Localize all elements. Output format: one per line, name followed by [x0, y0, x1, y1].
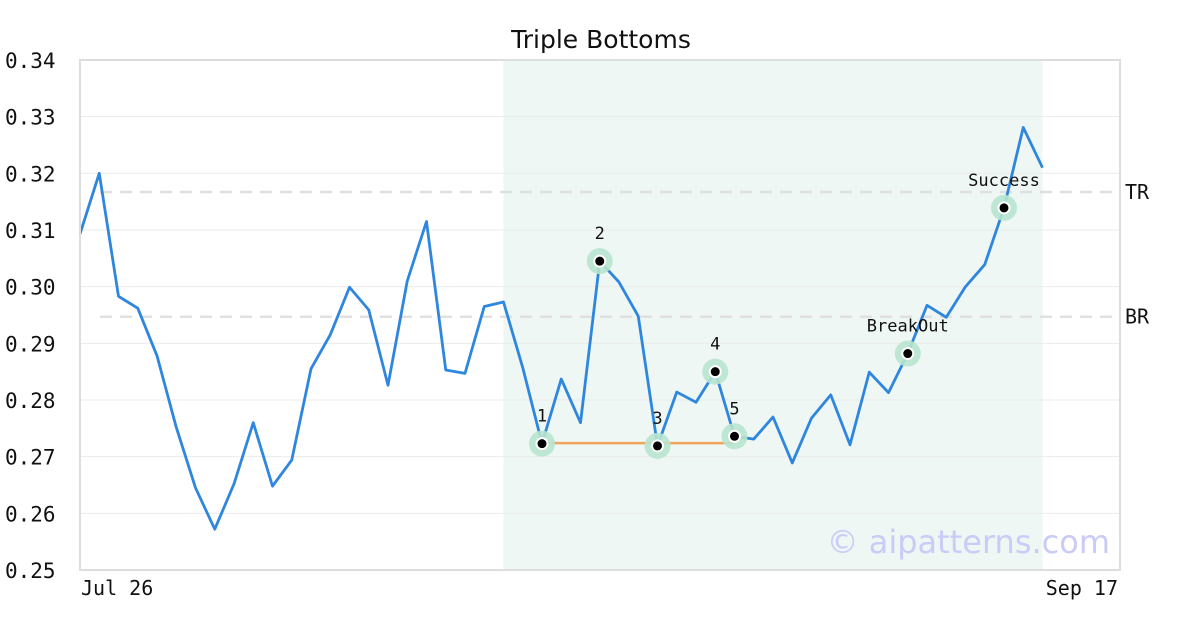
point-label-1: 1: [537, 407, 547, 427]
point-label-5: 5: [729, 399, 739, 419]
point-marker-breakout: [901, 347, 915, 361]
level-lines-layer: TR BR: [100, 180, 1150, 329]
pattern-region: [503, 60, 1043, 570]
plot-frame: [79, 59, 1121, 571]
y-tick-label: 0.33: [5, 106, 56, 130]
pattern-region-layer: [503, 60, 1043, 570]
chart-title: Triple Bottoms: [510, 25, 691, 54]
pattern-points-layer: 1 2 3 4 5 BreakOut Success: [529, 171, 1040, 459]
y-tick-label: 0.26: [5, 502, 56, 526]
point-label-success: Success: [968, 171, 1040, 191]
x-tick-end: Sep 17: [1046, 576, 1118, 600]
grid-layer: [80, 116, 1120, 514]
point-label-breakout: BreakOut: [867, 317, 949, 337]
y-tick-label: 0.34: [5, 49, 56, 73]
point-marker-5: [728, 429, 741, 443]
level-label-tr: TR: [1125, 180, 1150, 204]
y-tick-label: 0.28: [5, 389, 56, 413]
x-tick-start: Jul 26: [81, 576, 153, 600]
y-tick-label: 0.30: [5, 276, 56, 300]
point-label-4: 4: [710, 335, 720, 355]
point-marker-4: [708, 365, 722, 379]
price-line: [78, 126, 1044, 531]
point-label-2: 2: [595, 224, 605, 244]
point-marker-3: [651, 439, 664, 453]
y-tick-label: 0.32: [5, 162, 56, 186]
y-tick-label: 0.27: [5, 446, 56, 470]
level-label-br: BR: [1125, 305, 1150, 329]
y-tick-label: 0.31: [5, 219, 56, 243]
y-tick-label: 0.25: [5, 559, 56, 583]
y-axis-ticks: 0.25 0.26 0.27 0.28 0.29 0.30 0.31 0.32 0.33 0.34: [5, 49, 56, 583]
point-marker-1: [535, 437, 549, 451]
y-tick-label: 0.29: [5, 332, 56, 356]
point-marker-success: [997, 201, 1011, 215]
point-marker-2: [593, 254, 607, 268]
point-label-3: 3: [652, 409, 662, 429]
watermark: © aipatterns.com: [827, 523, 1110, 561]
price-line-layer: [78, 126, 1044, 531]
